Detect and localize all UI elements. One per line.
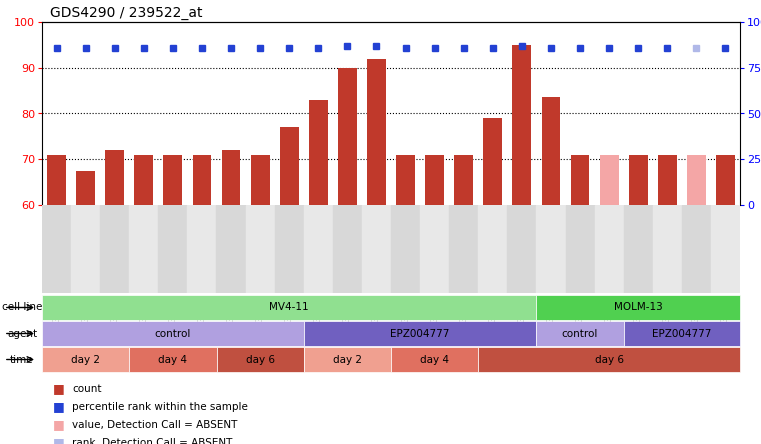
Text: day 6: day 6 [246, 354, 275, 365]
Text: cell line: cell line [2, 302, 42, 313]
Bar [105, 150, 124, 205]
Text: ■: ■ [53, 382, 65, 396]
Text: day 4: day 4 [420, 354, 449, 365]
Bar [478, 205, 508, 293]
Text: value, Detection Call = ABSENT: value, Detection Call = ABSENT [72, 420, 237, 430]
Bar [221, 150, 240, 205]
Bar [420, 205, 449, 293]
Text: MV4-11: MV4-11 [269, 302, 309, 313]
Bar [367, 59, 386, 205]
Bar [187, 205, 216, 293]
Bar [653, 205, 682, 293]
Text: GDS4290 / 239522_at: GDS4290 / 239522_at [49, 6, 202, 20]
Bar [512, 45, 531, 205]
Text: ■: ■ [53, 436, 65, 444]
Text: EPZ004777: EPZ004777 [652, 329, 712, 338]
Bar [333, 205, 362, 293]
Bar [164, 155, 183, 205]
Text: agent: agent [7, 329, 37, 338]
Bar [600, 155, 619, 205]
Bar [76, 170, 95, 205]
Bar [135, 155, 153, 205]
Bar [71, 205, 100, 293]
Bar [362, 205, 391, 293]
Bar [711, 205, 740, 293]
Text: control: control [562, 329, 598, 338]
Bar [716, 155, 735, 205]
Text: ■: ■ [53, 419, 65, 432]
Bar [193, 155, 212, 205]
Text: day 2: day 2 [333, 354, 362, 365]
Bar [687, 155, 705, 205]
Bar [454, 155, 473, 205]
Bar [275, 205, 304, 293]
Bar [594, 205, 624, 293]
Bar [449, 205, 478, 293]
Bar [629, 155, 648, 205]
Text: count: count [72, 384, 102, 394]
Bar [42, 205, 71, 293]
Bar [250, 155, 269, 205]
Bar [542, 98, 560, 205]
Bar [280, 127, 298, 205]
Text: percentile rank within the sample: percentile rank within the sample [72, 402, 248, 412]
Text: day 6: day 6 [594, 354, 623, 365]
Text: MOLM-13: MOLM-13 [614, 302, 663, 313]
Text: time: time [10, 354, 33, 365]
Bar [391, 205, 420, 293]
Bar [309, 100, 328, 205]
Text: day 4: day 4 [158, 354, 187, 365]
Bar [216, 205, 246, 293]
Text: control: control [154, 329, 191, 338]
Bar [508, 205, 537, 293]
Bar [571, 155, 590, 205]
Text: rank, Detection Call = ABSENT: rank, Detection Call = ABSENT [72, 438, 233, 444]
Bar [624, 205, 653, 293]
Bar [565, 205, 594, 293]
Bar [338, 68, 357, 205]
Bar [304, 205, 333, 293]
Bar [425, 155, 444, 205]
Text: day 2: day 2 [71, 354, 100, 365]
Bar [396, 155, 415, 205]
Text: ■: ■ [53, 400, 65, 413]
Bar [158, 205, 187, 293]
Bar [483, 118, 502, 205]
Bar [129, 205, 158, 293]
Bar [658, 155, 677, 205]
Bar [537, 205, 565, 293]
Text: EPZ004777: EPZ004777 [390, 329, 450, 338]
Bar [682, 205, 711, 293]
Bar [100, 205, 129, 293]
Bar [47, 155, 66, 205]
Bar [246, 205, 275, 293]
